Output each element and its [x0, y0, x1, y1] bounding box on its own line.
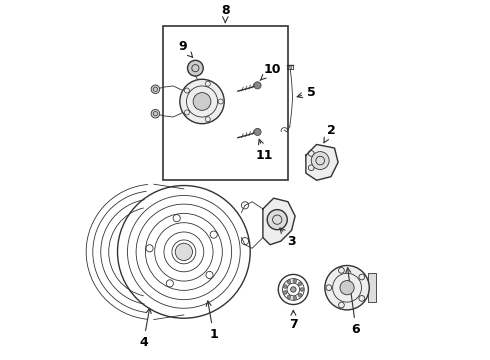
- Bar: [368, 273, 376, 302]
- Polygon shape: [263, 198, 295, 245]
- Circle shape: [254, 82, 261, 89]
- Circle shape: [254, 129, 261, 135]
- Text: 9: 9: [178, 40, 193, 57]
- Circle shape: [175, 243, 193, 261]
- Circle shape: [188, 60, 203, 76]
- Text: 6: 6: [346, 268, 360, 336]
- Circle shape: [283, 291, 287, 294]
- Circle shape: [151, 109, 160, 118]
- Text: 8: 8: [221, 4, 230, 17]
- Polygon shape: [306, 144, 338, 180]
- Text: 7: 7: [289, 310, 298, 331]
- Circle shape: [287, 280, 291, 284]
- Text: 5: 5: [297, 86, 316, 99]
- Text: 2: 2: [324, 123, 335, 143]
- Text: 10: 10: [260, 63, 281, 80]
- Circle shape: [151, 85, 160, 94]
- Circle shape: [283, 284, 287, 288]
- Circle shape: [193, 93, 211, 111]
- Circle shape: [180, 79, 224, 124]
- Circle shape: [340, 280, 354, 295]
- Circle shape: [293, 296, 297, 300]
- Text: 11: 11: [256, 139, 273, 162]
- Circle shape: [291, 287, 296, 292]
- Text: 4: 4: [139, 308, 151, 349]
- Circle shape: [325, 265, 369, 310]
- Text: 1: 1: [206, 301, 218, 341]
- Circle shape: [267, 210, 287, 230]
- Text: 3: 3: [280, 228, 296, 248]
- Circle shape: [311, 152, 329, 170]
- Circle shape: [287, 295, 291, 299]
- Bar: [163, 26, 288, 180]
- Circle shape: [298, 282, 302, 286]
- Circle shape: [298, 293, 302, 297]
- Circle shape: [293, 279, 297, 283]
- Circle shape: [300, 288, 304, 292]
